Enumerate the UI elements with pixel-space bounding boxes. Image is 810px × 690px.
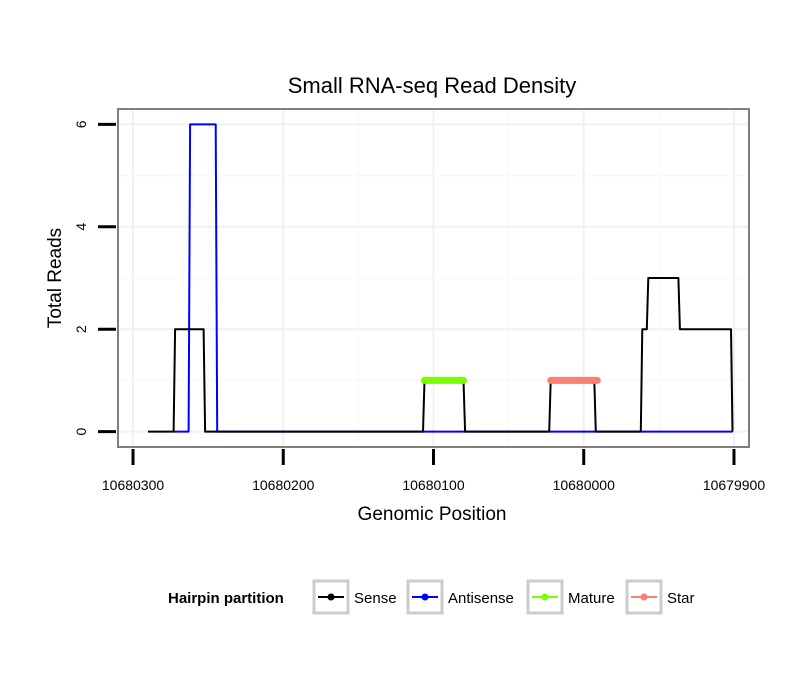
x-tick-label: 10679900: [703, 477, 766, 493]
legend-label-sense: Sense: [354, 590, 397, 607]
x-tick-label: 10680300: [102, 477, 165, 493]
legend-key-point: [421, 593, 429, 601]
legend-label-antisense: Antisense: [448, 590, 514, 607]
y-tick-label: 0: [73, 428, 89, 436]
y-tick-label: 6: [73, 120, 89, 128]
x-tick-label: 10680000: [553, 477, 616, 493]
legend-label-star: Star: [667, 590, 695, 607]
x-axis-label: Genomic Position: [358, 504, 507, 525]
legend: Hairpin partition Sense Antisense Mature St…: [168, 579, 695, 615]
x-axis: 10680300 10680200 10680100 10680000 10679900: [102, 449, 765, 493]
legend-key-point: [541, 593, 549, 601]
y-tick-label: 2: [73, 325, 89, 333]
y-tick-label: 4: [73, 223, 89, 231]
legend-title: Hairpin partition: [168, 590, 284, 607]
legend-key-point: [327, 593, 335, 601]
x-tick-label: 10680100: [402, 477, 465, 493]
legend-key-point: [640, 593, 648, 601]
legend-label-mature: Mature: [568, 590, 615, 607]
chart-title: Small RNA-seq Read Density: [288, 73, 577, 98]
x-tick-label: 10680200: [252, 477, 315, 493]
series-layer: [148, 123, 734, 433]
y-axis-label: Total Reads: [45, 228, 66, 328]
y-axis: 0 2 4 6: [73, 120, 116, 436]
plot-border: [117, 108, 750, 448]
